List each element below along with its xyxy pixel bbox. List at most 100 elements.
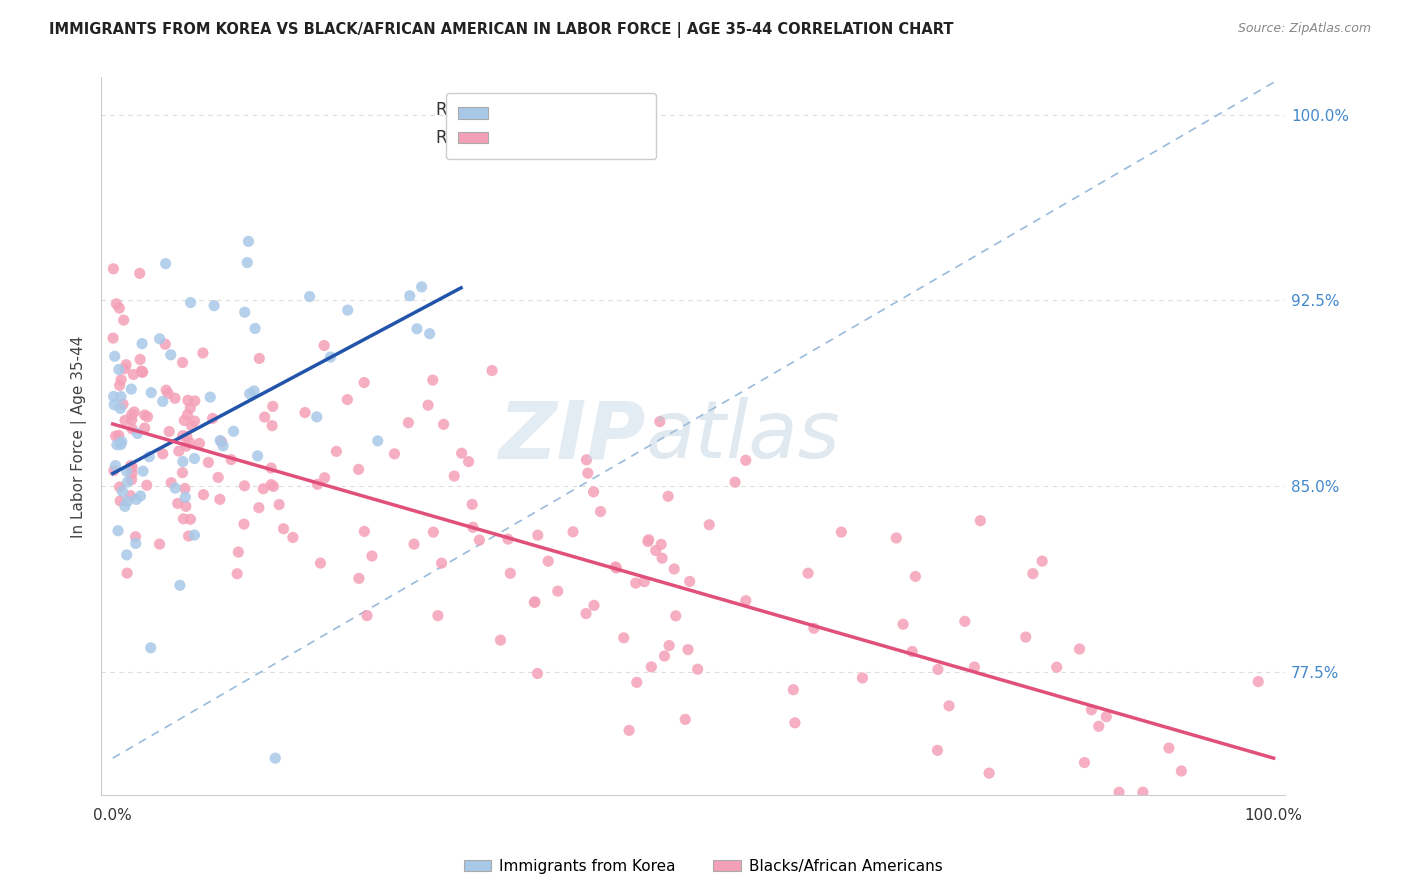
Point	[1233, 813, 1256, 827]
Point	[648, 415, 671, 429]
Point	[115, 464, 138, 478]
Text: R =: R =	[436, 101, 472, 119]
Point	[891, 617, 914, 632]
Point	[226, 566, 249, 581]
Point	[457, 455, 479, 469]
Point	[112, 313, 135, 327]
Text: R =: R =	[436, 129, 472, 147]
Point	[191, 346, 214, 360]
Point	[927, 663, 949, 677]
Point	[319, 350, 342, 364]
Point	[262, 418, 284, 433]
Point	[167, 444, 190, 458]
Point	[155, 383, 177, 397]
Point	[202, 299, 225, 313]
Point	[236, 255, 259, 269]
Point	[120, 489, 142, 503]
Point	[238, 235, 260, 249]
Point	[121, 408, 143, 422]
Point	[782, 682, 804, 697]
Point	[138, 450, 160, 464]
Point	[499, 566, 522, 581]
Point	[117, 475, 139, 489]
Point	[127, 426, 149, 441]
Point	[184, 393, 207, 408]
Point	[165, 481, 187, 495]
Point	[1046, 660, 1069, 674]
Point	[658, 639, 681, 653]
Point	[679, 574, 702, 589]
Point	[103, 261, 125, 276]
Point	[110, 390, 132, 404]
Point	[450, 446, 472, 460]
Point	[314, 471, 336, 485]
Point	[496, 532, 519, 546]
Point	[141, 385, 163, 400]
Point	[901, 644, 924, 658]
Point	[262, 400, 284, 414]
Point	[724, 475, 747, 490]
Legend: Immigrants from Korea, Blacks/African Americans: Immigrants from Korea, Blacks/African Am…	[457, 853, 949, 880]
Y-axis label: In Labor Force | Age 35-44: In Labor Force | Age 35-44	[72, 335, 87, 538]
Point	[617, 723, 640, 738]
Point	[103, 464, 125, 478]
Point	[148, 332, 170, 346]
Point	[155, 257, 177, 271]
Point	[481, 363, 503, 377]
Point	[173, 512, 195, 526]
Point	[673, 712, 696, 726]
Point	[430, 556, 453, 570]
Point	[131, 365, 153, 379]
Point	[654, 648, 676, 663]
Point	[489, 633, 512, 648]
Point	[110, 401, 132, 416]
Point	[734, 453, 756, 467]
Point	[252, 482, 274, 496]
Point	[228, 545, 250, 559]
Point	[208, 492, 231, 507]
Point	[1132, 785, 1154, 799]
Point	[575, 607, 598, 621]
Point	[105, 438, 128, 452]
Point	[201, 411, 224, 425]
Point	[1247, 674, 1270, 689]
Point	[361, 549, 384, 563]
Point	[183, 451, 205, 466]
Point	[104, 458, 127, 473]
Point	[200, 390, 222, 404]
Point	[651, 551, 673, 566]
Point	[353, 524, 375, 539]
Point	[974, 795, 997, 809]
Point	[120, 382, 142, 396]
Point	[152, 447, 174, 461]
Point	[239, 386, 262, 401]
Point	[626, 675, 648, 690]
Point	[105, 297, 128, 311]
Point	[125, 536, 148, 550]
Point	[384, 447, 406, 461]
Point	[115, 358, 138, 372]
Point	[305, 409, 328, 424]
Point	[443, 469, 465, 483]
Point	[174, 482, 197, 496]
Point	[117, 494, 139, 508]
Legend:                             ,                             : ,	[446, 93, 657, 159]
Point	[174, 500, 197, 514]
Point	[233, 305, 256, 319]
Point	[657, 489, 679, 503]
Point	[650, 537, 672, 551]
Point	[172, 355, 194, 369]
Point	[644, 543, 666, 558]
Point	[783, 715, 806, 730]
Point	[121, 422, 143, 436]
Point	[665, 608, 688, 623]
Text: N =: N =	[569, 129, 606, 147]
Point	[112, 397, 135, 411]
Point	[124, 530, 146, 544]
Point	[188, 436, 211, 450]
Point	[422, 525, 444, 540]
Point	[977, 766, 1000, 780]
Point	[1022, 566, 1045, 581]
Point	[174, 490, 197, 504]
Point	[247, 351, 270, 366]
